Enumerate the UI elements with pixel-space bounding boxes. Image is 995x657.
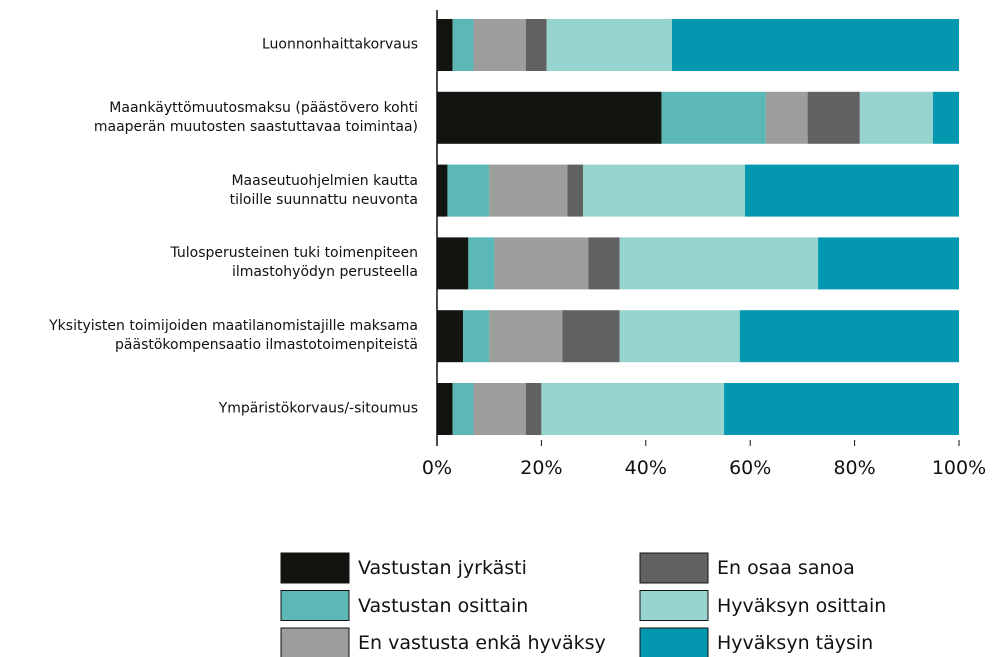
bar-segment [473, 383, 526, 435]
category-label: Yksityisten toimijoiden maatilanomistaji… [49, 318, 418, 354]
bar-segment [671, 19, 959, 71]
bar-segment [744, 164, 959, 217]
x-tick-label: 80% [833, 457, 875, 479]
bar-segment [437, 164, 448, 217]
bar-segment [807, 91, 860, 144]
legend-label: Hyväksyn täysin [717, 632, 874, 654]
bar-segment [932, 91, 959, 144]
bar-segment [859, 91, 933, 144]
category-label: Maankäyttömuutosmaksu (päästövero kohti … [93, 99, 418, 135]
bar-segment [463, 310, 490, 363]
bar-segment [437, 91, 662, 144]
bar-segment [818, 237, 959, 290]
category-label: Tulosperusteinen tuki toimenpiteen ilmas… [170, 245, 418, 281]
legend-swatch [280, 590, 350, 621]
bar-segment [489, 164, 568, 217]
bar-segment [437, 383, 453, 435]
bar-segment [473, 19, 526, 71]
bar-segment [447, 164, 490, 217]
bar-segment [661, 91, 766, 144]
bar-segment [468, 237, 495, 290]
legend-label: Vastustan jyrkästi [358, 557, 527, 579]
legend-label: Hyväksyn osittain [717, 594, 887, 617]
legend-swatch [280, 627, 350, 657]
category-label: Ympäristökorvaus/-sitoumus [218, 400, 418, 417]
bar-segment [541, 383, 725, 435]
category-label: Luonnonhaittakorvaus [261, 36, 418, 53]
bar-segment [437, 237, 469, 290]
bar-segment [619, 310, 740, 363]
bar-segment [765, 91, 808, 144]
bar-segment [619, 237, 819, 290]
category-label: Maaseutuohjelmien kautta tiloille suunna… [229, 172, 418, 208]
bar-segment [724, 383, 959, 435]
bar-segment [546, 19, 672, 71]
x-tick-label: 40% [625, 457, 667, 479]
bar-segment [562, 310, 620, 363]
legend-swatch [639, 627, 709, 657]
legend-label: Vastustan osittain [358, 594, 529, 617]
bar-segment [437, 310, 464, 363]
x-tick-label: 60% [729, 457, 771, 479]
legend-swatch [639, 552, 709, 584]
x-tick-label: 0% [422, 457, 452, 479]
bar-segment [739, 310, 959, 363]
legend-label: En vastusta enkä hyväksy [358, 632, 606, 654]
bar-segment [567, 164, 584, 217]
bar-segment [525, 383, 542, 435]
bar-segment [525, 19, 547, 71]
legend-swatch [639, 590, 709, 621]
legend-label: En osaa sanoa [717, 557, 855, 579]
bar-segment [452, 383, 474, 435]
bar-segment [489, 310, 563, 363]
legend-swatch [280, 552, 350, 584]
bar-segment [437, 19, 453, 71]
bar-segment [494, 237, 589, 290]
bar-segment [452, 19, 474, 71]
bar-segment [588, 237, 620, 290]
x-tick-label: 20% [520, 457, 562, 479]
x-tick-label: 100% [932, 457, 986, 479]
bar-segment [583, 164, 745, 217]
